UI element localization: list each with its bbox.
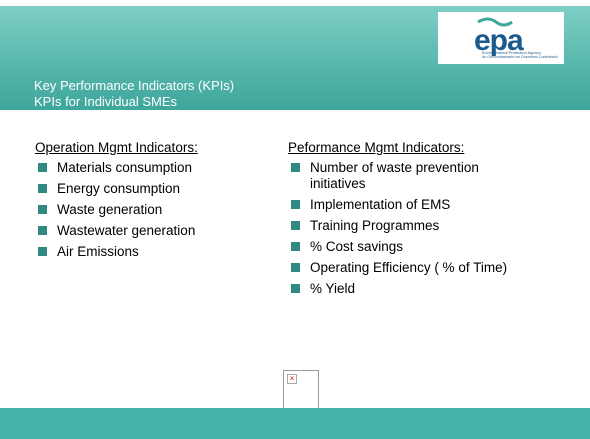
bullet <box>38 163 47 172</box>
bullet <box>291 262 300 272</box>
logo-name: Environmental Protection Agency <box>482 50 541 55</box>
bullet <box>38 247 47 256</box>
broken-image: × <box>283 370 319 410</box>
slide-title: Key Performance Indicators (KPIs) <box>34 78 235 93</box>
list-item: Training Programmes <box>288 218 538 234</box>
column-heading: Operation Mgmt Indicators: <box>35 140 198 155</box>
item-text: Number of waste prevention initiatives <box>310 160 479 191</box>
bullet <box>291 199 300 209</box>
item-text: Materials consumption <box>57 160 193 175</box>
list-item: Energy consumption <box>35 181 275 197</box>
item-text: Waste generation <box>57 202 163 217</box>
logo-name-irish: An Ghníomhaireacht um Chaomhnú Comhshaoi… <box>482 55 558 59</box>
list-item: Waste generation <box>35 202 275 218</box>
slide-subtitle: KPIs for Individual SMEs <box>34 94 178 109</box>
item-text: Air Emissions <box>57 244 139 259</box>
item-text: Operating Efficiency ( % of Time) <box>310 259 508 275</box>
logo-word: epa <box>474 24 524 57</box>
list-item: Operating Efficiency ( % of Time) <box>288 260 538 276</box>
column: Peformance Mgmt Indicators: Number of was… <box>288 140 538 302</box>
item-text: Wastewater generation <box>57 223 196 238</box>
list-item: Air Emissions <box>35 244 275 260</box>
column-heading: Peformance Mgmt Indicators: <box>288 140 465 155</box>
bullet <box>291 163 300 172</box>
item-text: Implementation of EMS <box>310 196 451 212</box>
footer-band <box>0 408 590 439</box>
logo: epa Environmental Protection Agency An G… <box>438 12 564 64</box>
list-item: Materials consumption <box>35 160 275 176</box>
item-text: Energy consumption <box>57 181 181 196</box>
item-text: Training Programmes <box>310 217 440 233</box>
header-band: Key Performance Indicators (KPIs) KPIs f… <box>0 0 590 110</box>
column: Operation Mgmt Indicators: Materials cons… <box>35 140 275 265</box>
bullet <box>291 220 300 230</box>
bullet <box>291 283 300 293</box>
list-item: % Yield <box>288 281 538 297</box>
logo-wave <box>477 17 513 27</box>
bullet <box>38 184 47 193</box>
bullet <box>38 226 47 235</box>
item-text: % Cost savings <box>310 238 404 254</box>
list-item: Wastewater generation <box>35 223 275 239</box>
bullet <box>291 241 300 251</box>
bullet <box>38 205 47 214</box>
list-item: Implementation of EMS <box>288 197 538 213</box>
list-item: % Cost savings <box>288 239 538 255</box>
list-item: Number of waste prevention initiatives <box>288 160 538 191</box>
item-text: % Yield <box>310 280 356 296</box>
